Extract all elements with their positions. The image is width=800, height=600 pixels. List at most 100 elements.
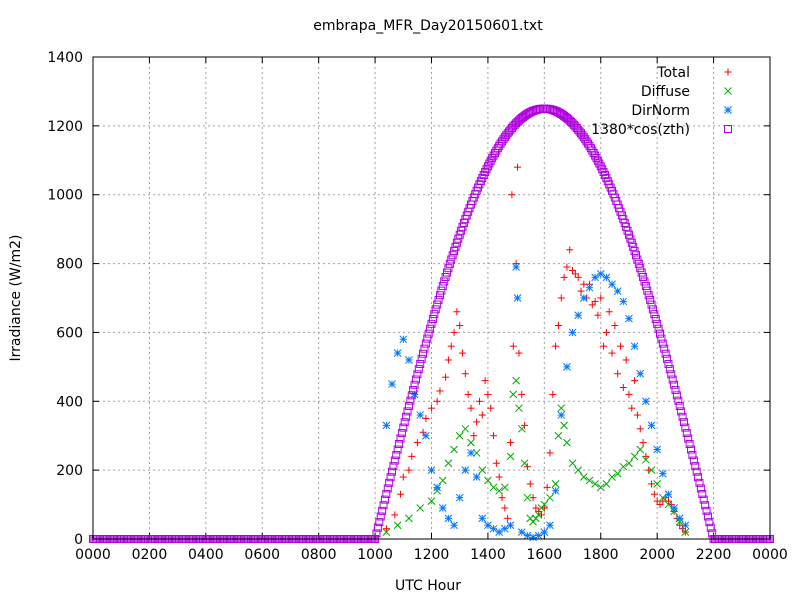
dirnorm-point — [647, 421, 656, 430]
cos-curve-point — [582, 137, 591, 146]
total-point — [481, 377, 489, 385]
cos-curve-point — [485, 159, 494, 168]
dirnorm-point — [438, 504, 447, 512]
cos-curve-point — [664, 359, 673, 368]
cos-curve-point — [452, 238, 461, 247]
y-axis-label: Irradiance (W/m2) — [8, 235, 24, 362]
cos-curve-point — [595, 159, 604, 168]
total-point — [444, 356, 452, 364]
cos-curve-point — [640, 277, 649, 286]
cos-curve-point — [701, 501, 710, 510]
dirnorm-point — [619, 297, 628, 306]
y-tick-label: 600 — [56, 325, 83, 341]
total-point — [473, 418, 481, 426]
cos-curve-point — [702, 506, 711, 515]
x-tick-label: 0600 — [244, 547, 280, 563]
cos-curve-point — [441, 273, 450, 282]
total-point — [391, 511, 399, 519]
cos-curve-point — [646, 295, 655, 304]
legend-label: Total — [656, 65, 690, 81]
cos-curve-point — [684, 434, 693, 443]
diffuse-point — [517, 424, 526, 433]
cos-curve-point — [375, 518, 384, 527]
total-point — [495, 473, 503, 481]
cos-curve-point — [667, 370, 676, 379]
cos-curve-point — [599, 168, 608, 177]
cos-curve-point — [430, 310, 439, 319]
cos-curve-point — [708, 529, 717, 538]
total-point — [518, 390, 526, 398]
diffuse-point — [393, 521, 402, 530]
cos-curve-point — [386, 473, 395, 482]
dirnorm-point — [399, 335, 408, 344]
cos-curve-point — [591, 151, 600, 160]
cos-curve-point — [581, 135, 590, 144]
diffuse-point — [427, 497, 436, 505]
y-tick-label: 800 — [56, 257, 83, 273]
cos-curve-point — [588, 146, 597, 155]
diffuse-point — [574, 466, 583, 474]
x-axis-label: UTC Hour — [395, 578, 461, 594]
dirnorm-point — [444, 514, 453, 523]
x-tick-label: 0000 — [752, 547, 788, 563]
cos-curve-point — [698, 490, 707, 499]
dirnorm-point — [534, 531, 543, 540]
cos-curve-point — [512, 119, 521, 128]
total-point — [636, 425, 644, 433]
cos-curve-point — [630, 247, 639, 256]
cos-curve-point — [682, 429, 691, 438]
cos-curve-point — [428, 314, 437, 323]
total-point — [514, 163, 522, 171]
diffuse-point — [591, 480, 599, 488]
x-tick-label: 2000 — [639, 547, 675, 563]
cos-curve-point — [681, 423, 690, 432]
total-point — [428, 404, 435, 412]
cos-curve-point — [396, 434, 405, 443]
x-tick-label: 1000 — [357, 547, 393, 563]
dirnorm-point — [642, 397, 650, 406]
cos-curve-point — [696, 484, 705, 493]
dirnorm-point — [557, 411, 566, 419]
dirnorm-point — [506, 521, 515, 530]
total-point — [619, 384, 627, 392]
total-point — [382, 525, 390, 533]
diffuse-point — [523, 493, 532, 502]
diffuse-point — [563, 438, 571, 447]
diffuse-point — [512, 376, 520, 385]
dirnorm-point — [416, 411, 425, 419]
legend: Total Diffuse DirNorm 1380*cos(zth) — [591, 65, 732, 138]
x-tick-label: 1600 — [527, 547, 563, 563]
cos-curve-point — [400, 418, 409, 427]
diffuse-point — [478, 466, 487, 474]
cos-curve-point — [694, 473, 703, 482]
total-point — [577, 287, 585, 295]
total-point — [492, 459, 500, 467]
cos-curve-point — [671, 386, 680, 395]
dirnorm-point — [500, 524, 509, 533]
cos-curve-point — [389, 462, 398, 471]
total-point — [554, 322, 562, 330]
cos-curve-point — [650, 310, 659, 319]
total-point — [405, 466, 413, 474]
dirnorm-point — [546, 521, 554, 530]
total-point — [526, 480, 534, 488]
legend-label: 1380*cos(zth) — [591, 122, 690, 138]
diffuse-point — [444, 459, 453, 468]
cos-curve-point — [677, 407, 686, 416]
cos-curve-point — [438, 282, 447, 291]
total-point — [470, 432, 478, 440]
dirnorm-point — [568, 328, 577, 337]
cos-curve-point — [392, 451, 401, 460]
cos-curve-point — [416, 359, 425, 368]
diffuse-point — [560, 421, 568, 430]
diffuse-point — [625, 459, 633, 468]
cos-curve-point — [434, 295, 443, 304]
diffuse-point — [509, 390, 518, 399]
total-point — [464, 390, 472, 398]
diffuse-point — [630, 452, 639, 461]
cos-curve-point — [431, 305, 440, 314]
cos-curve-point — [435, 291, 444, 300]
cos-curve-point — [689, 456, 698, 465]
cos-curve-point — [648, 305, 657, 314]
total-point — [611, 322, 619, 330]
